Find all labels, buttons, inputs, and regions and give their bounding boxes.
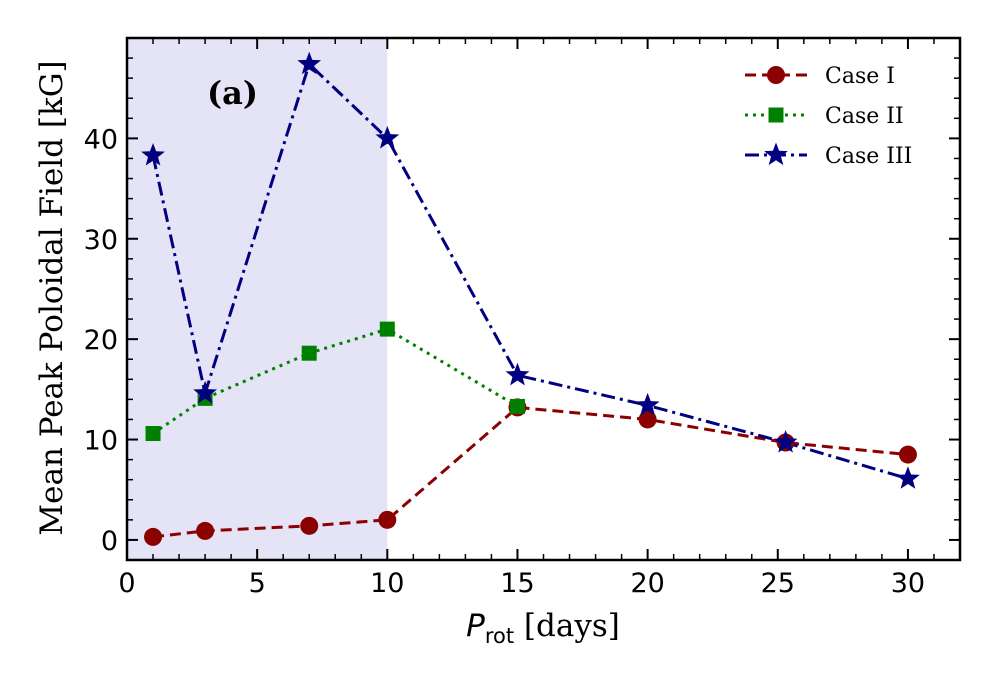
x-tick-labels: 0 5 10 15 20 25 30 <box>118 568 925 599</box>
x-axis-unit: [days] <box>514 608 620 644</box>
data-point-series-2 <box>145 426 161 442</box>
x-tick-label: 25 <box>761 568 795 599</box>
x-tick-label: 15 <box>500 568 534 599</box>
x-tick-label: 10 <box>370 568 404 599</box>
x-tick-label: 5 <box>249 568 266 599</box>
major-ticks <box>126 38 960 560</box>
series-line-3 <box>151 62 909 481</box>
shaded-region <box>127 38 388 560</box>
y-tick-label: 10 <box>84 426 118 457</box>
data-point-series-1 <box>638 410 657 429</box>
data-point-series-3 <box>773 430 798 453</box>
y-tick-label: 40 <box>84 124 118 155</box>
data-point-series-1 <box>300 516 319 535</box>
panel-label: (a) <box>207 74 258 112</box>
legend-marker <box>764 142 788 166</box>
legend-marker <box>767 66 785 84</box>
legend-label: Case I <box>825 64 895 89</box>
data-point-series-3 <box>896 466 920 489</box>
data-point-series-3 <box>193 380 217 404</box>
data-point-series-1 <box>144 527 163 546</box>
data-point-series-2 <box>301 345 317 361</box>
data-point-series-1 <box>196 521 215 540</box>
y-axis-title: Mean Peak Poloidal Field [kG] <box>34 60 70 535</box>
y-tick-label: 30 <box>84 225 118 256</box>
data-point-series-2 <box>379 321 395 337</box>
data-point-series-3 <box>141 142 165 166</box>
legend-marker <box>768 107 784 123</box>
series-markers <box>141 51 920 546</box>
legend: Case I Case II Case III <box>745 64 912 169</box>
y-tick-label: 20 <box>84 325 118 356</box>
y-tick-labels: 0 10 20 30 40 <box>84 124 118 557</box>
legend-label: Case II <box>825 104 904 129</box>
y-tick-label: 0 <box>101 526 118 557</box>
x-tick-label: 30 <box>891 568 925 599</box>
legend-label: Case III <box>825 144 912 169</box>
plot-frame <box>125 36 962 562</box>
data-point-series-3 <box>635 392 660 416</box>
data-point-series-1 <box>898 445 917 464</box>
x-tick-label: 20 <box>630 568 664 599</box>
x-axis-symbol: P <box>466 608 485 644</box>
data-point-series-2 <box>509 398 525 414</box>
x-tick-label: 0 <box>118 568 135 599</box>
data-point-series-3 <box>375 125 400 149</box>
data-point-series-3 <box>505 362 530 386</box>
data-point-series-1 <box>378 510 397 529</box>
x-axis-subscript: rot <box>485 624 514 648</box>
data-point-series-3 <box>297 51 322 75</box>
x-axis-title: Prot [days] <box>466 608 620 648</box>
series-line-1 <box>152 405 909 539</box>
